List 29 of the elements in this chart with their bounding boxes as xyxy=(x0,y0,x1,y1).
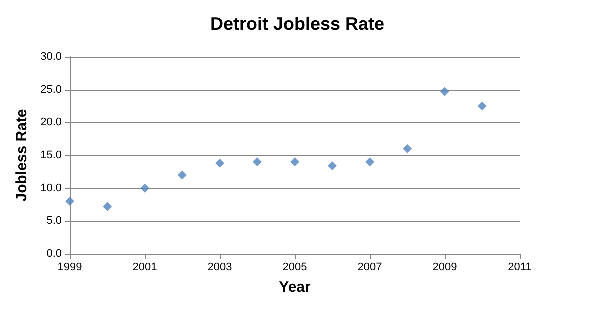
y-tick-label: 30.0 xyxy=(40,51,62,63)
y-axis-title: Jobless Rate xyxy=(14,109,31,202)
point xyxy=(253,158,262,167)
point xyxy=(478,102,487,111)
x-axis-title: Year xyxy=(279,279,312,296)
x-tick-label: 1999 xyxy=(58,262,82,274)
point xyxy=(440,87,450,96)
point xyxy=(290,158,300,167)
point xyxy=(66,196,74,206)
y-tick-label: 25.0 xyxy=(40,84,62,96)
point xyxy=(103,202,112,212)
point xyxy=(328,162,337,171)
point xyxy=(216,158,224,168)
x-tick-label: 2001 xyxy=(132,262,158,274)
x-tick-label: 2011 xyxy=(508,262,532,274)
point xyxy=(366,158,374,167)
x-tick-label: 2007 xyxy=(358,262,382,274)
chart-title: Detroit Jobless Rate xyxy=(210,14,385,34)
y-tick-label: 20.0 xyxy=(40,116,62,129)
y-tick-label: 0.0 xyxy=(46,248,62,260)
y-tick-label: 15.0 xyxy=(40,150,62,162)
y-tick-label: 10.0 xyxy=(40,182,62,194)
point xyxy=(140,184,150,193)
point xyxy=(403,144,412,154)
y-tick-label: 5.0 xyxy=(46,215,62,228)
x-tick-label: 2003 xyxy=(208,262,232,274)
point xyxy=(178,170,187,180)
x-tick-label: 2009 xyxy=(432,262,458,274)
x-tick-label: 2005 xyxy=(282,262,308,274)
